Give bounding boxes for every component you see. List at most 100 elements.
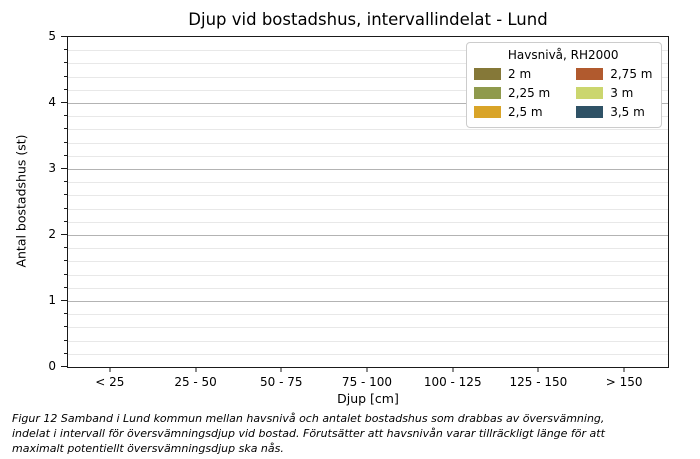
legend-label: 2,25 m	[508, 86, 551, 100]
minor-gridline	[68, 340, 668, 342]
x-tick	[109, 367, 111, 372]
y-minor-tick	[64, 154, 67, 156]
legend-entries: 2 m 2,25 m 2,5 m 2,75 m 3 m 3,5 m	[474, 67, 652, 119]
minor-gridline	[68, 182, 668, 184]
minor-gridline	[68, 208, 668, 210]
legend-swatch	[474, 68, 501, 80]
major-gridline	[68, 235, 668, 236]
y-minor-tick	[64, 247, 67, 249]
minor-gridline	[68, 142, 668, 144]
x-tick-label: 100 - 125	[423, 375, 482, 389]
y-axis: 0 1 2 3 4 5	[0, 30, 67, 372]
x-tick	[452, 367, 454, 372]
y-minor-tick	[64, 141, 67, 143]
legend-swatch	[474, 106, 501, 118]
x-tick-label: 50 - 75	[260, 375, 303, 389]
y-tick-label: 2	[48, 227, 56, 241]
x-tick-label: > 150	[605, 375, 643, 389]
minor-gridline	[68, 89, 668, 91]
legend-label: 2,5 m	[508, 105, 543, 119]
major-gridline	[68, 103, 668, 104]
y-tick-label: 1	[48, 293, 56, 307]
caption-line: maximalt potentiellt översvämningsdjup s…	[12, 441, 284, 455]
x-tick	[623, 367, 625, 372]
legend-item: 2,25 m	[474, 86, 550, 100]
y-minor-tick	[64, 273, 67, 275]
minor-gridline	[68, 274, 668, 276]
y-minor-tick	[64, 62, 67, 64]
y-minor-tick	[64, 181, 67, 183]
y-major-tick	[61, 234, 67, 235]
caption-line: Figur 12 Samband i Lund kommun mellan ha…	[12, 412, 605, 425]
y-minor-tick	[64, 115, 67, 117]
major-gridline	[68, 169, 668, 170]
x-axis: < 25 25 - 50 50 - 75 75 - 100 100 - 125 125 -…	[67, 367, 667, 407]
y-minor-tick	[64, 220, 67, 222]
y-tick-label: 4	[48, 95, 56, 109]
x-tick	[366, 367, 368, 372]
minor-gridline	[68, 129, 668, 131]
y-tick-label: 3	[48, 161, 56, 175]
legend-swatch	[576, 87, 604, 99]
legend-swatch	[474, 87, 501, 99]
x-tick	[280, 367, 282, 372]
minor-gridline	[68, 63, 668, 65]
minor-gridline	[68, 116, 668, 118]
x-tick-label: 125 - 150	[509, 375, 568, 389]
legend-label: 2 m	[508, 67, 532, 81]
chart-title: Djup vid bostadshus, intervallindelat - …	[188, 10, 548, 29]
minor-gridline	[68, 76, 668, 78]
y-minor-tick	[64, 49, 67, 51]
y-minor-tick	[64, 88, 67, 90]
legend-item: 2,75 m	[576, 67, 652, 81]
major-gridline	[68, 301, 668, 302]
x-axis-label: Djup [cm]	[337, 391, 399, 406]
y-major-tick	[61, 366, 67, 367]
caption-line: indelat i intervall för översvämningsdju…	[12, 426, 605, 440]
y-minor-tick	[64, 339, 67, 341]
legend-swatch	[576, 68, 604, 80]
y-minor-tick	[64, 286, 67, 288]
y-minor-tick	[64, 194, 67, 196]
x-tick-label: 75 - 100	[341, 375, 393, 389]
minor-gridline	[68, 155, 668, 157]
y-tick-label: 5	[48, 29, 56, 43]
y-minor-tick	[64, 352, 67, 354]
minor-gridline	[68, 195, 668, 197]
figure-caption: Figur 12 Samband i Lund kommun mellan ha…	[12, 412, 605, 457]
legend: Havsnivå, RH2000 2 m 2,25 m 2,5 m 2,75 m 3 m…	[466, 42, 663, 128]
legend-label: 3,5 m	[610, 105, 645, 119]
minor-gridline	[68, 261, 668, 263]
minor-gridline	[68, 248, 668, 250]
x-tick-label: 25 - 50	[174, 375, 217, 389]
minor-gridline	[68, 221, 668, 223]
minor-gridline	[68, 314, 668, 316]
minor-gridline	[68, 50, 668, 52]
x-tick	[195, 367, 197, 372]
minor-gridline	[68, 327, 668, 329]
y-minor-tick	[64, 313, 67, 315]
minor-gridline	[68, 353, 668, 355]
y-tick-label: 0	[48, 359, 56, 373]
legend-swatch	[576, 106, 604, 118]
y-minor-tick	[64, 75, 67, 77]
legend-item: 3,5 m	[576, 105, 652, 119]
legend-item: 3 m	[576, 86, 652, 100]
minor-gridline	[68, 287, 668, 289]
legend-title: Havsnivå, RH2000	[507, 48, 619, 62]
y-major-tick	[61, 300, 67, 301]
y-major-tick	[61, 168, 67, 169]
y-minor-tick	[64, 260, 67, 262]
legend-label: 3 m	[610, 86, 634, 100]
y-major-tick	[61, 102, 67, 103]
legend-label: 2,75 m	[610, 67, 653, 81]
x-tick-label: < 25	[95, 375, 125, 389]
x-tick	[537, 367, 539, 372]
y-major-tick	[61, 36, 67, 37]
legend-item: 2,5 m	[474, 105, 550, 119]
y-minor-tick	[64, 207, 67, 209]
y-minor-tick	[64, 128, 67, 130]
legend-item: 2 m	[474, 67, 550, 81]
y-minor-tick	[64, 326, 67, 328]
